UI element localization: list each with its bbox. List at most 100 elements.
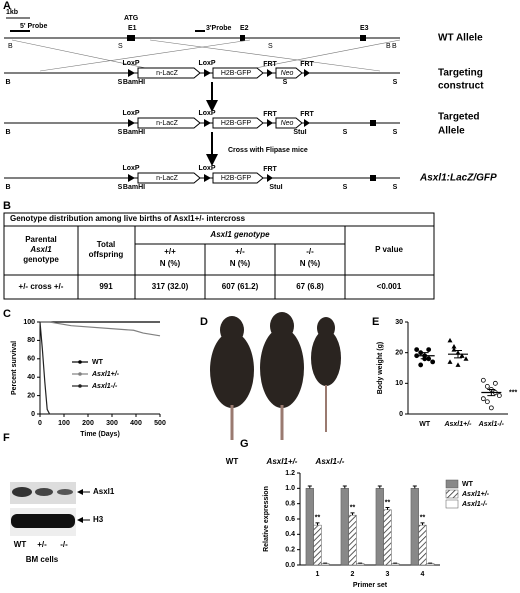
atg-label: ATG (124, 15, 139, 22)
data-point (480, 396, 486, 402)
error-bar (307, 485, 312, 489)
x-tick-label: WT (419, 421, 431, 428)
gfp (212, 117, 264, 129)
y-tick-label: 20 (395, 350, 403, 357)
subheader: N (%) (230, 259, 251, 268)
site: S (118, 43, 123, 50)
data-point (418, 362, 424, 368)
site-label: S (283, 79, 288, 86)
neo-label: Neo (281, 120, 294, 127)
exon-label: E1 (128, 25, 137, 32)
site-label: S (118, 184, 123, 191)
site-label: BamHI (123, 184, 145, 191)
x-tick-label: 0 (38, 420, 42, 427)
error-bar (454, 350, 462, 359)
y-tick-label: 80 (27, 337, 35, 344)
bar (391, 563, 400, 566)
site: S (268, 43, 273, 50)
error-bar (420, 352, 429, 360)
data-point (455, 362, 461, 367)
y-tick-label: 0 (31, 411, 35, 418)
data-point (484, 383, 490, 389)
y-tick-label: 0.8 (285, 501, 295, 508)
x-tick-label: 1 (316, 571, 320, 578)
frt-label: FRT (263, 61, 277, 68)
x-tick-label: 200 (82, 420, 94, 427)
legend-marker (78, 384, 82, 388)
scale-label: 1kb (6, 9, 18, 16)
gfp-label: H2B-GFP (221, 175, 252, 182)
error-bar (487, 388, 496, 397)
panel-b: Genotype distribution among live births … (3, 212, 435, 300)
y-tick-label: 1.0 (285, 485, 295, 492)
lacz (137, 67, 201, 79)
data-point (492, 380, 498, 386)
loxp-site (128, 119, 135, 127)
bar (410, 488, 419, 566)
error-bar (350, 512, 355, 516)
data-point (463, 356, 469, 361)
y-axis-label: Relative expression (263, 486, 270, 552)
site-label: StuI (293, 129, 306, 136)
gfp-label: H2B-GFP (221, 120, 252, 127)
lacz-label: n-LacZ (156, 175, 179, 182)
row-title: Allele (438, 126, 465, 137)
survival-line (40, 321, 161, 337)
site-label: S (343, 184, 348, 191)
panel-label: D (200, 316, 208, 328)
site: B (386, 43, 391, 50)
frt-label: FRT (263, 166, 277, 173)
cell: 67 (6.8) (296, 282, 324, 291)
header: offspring (89, 250, 124, 259)
data-point (426, 347, 432, 353)
site-label: S (118, 79, 123, 86)
y-tick-label: 0.0 (285, 562, 295, 569)
x-tick-label: Asxl1-/- (478, 421, 505, 428)
panel-label: A (3, 0, 11, 12)
lane-label: -/- (60, 540, 68, 549)
legend-marker (78, 372, 82, 376)
band-label: H3 (93, 515, 104, 524)
error-bar (315, 522, 320, 526)
panel-label: F (3, 432, 10, 444)
data-point (447, 337, 453, 343)
loxp-label: LoxP (122, 110, 139, 117)
neo (275, 67, 303, 79)
legend-label: Asxl1+/- (91, 371, 120, 378)
legend-swatch (445, 479, 459, 489)
error-bar (412, 485, 417, 489)
y-tick-label: 20 (27, 392, 35, 399)
western-blot (10, 482, 90, 536)
gfp (212, 67, 264, 79)
exon-label: E2 (240, 25, 249, 32)
loxp-label: LoxP (122, 60, 139, 67)
loxp-site (128, 69, 135, 77)
loxp-site (204, 69, 211, 77)
error-bar (385, 507, 390, 510)
error-bar (377, 485, 382, 489)
significance: ** (350, 505, 356, 512)
site-label: B (5, 79, 10, 86)
legend-label: Asxl1-/- (461, 501, 488, 508)
y-tick-label: 1.2 (285, 470, 295, 477)
x-tick-label: 500 (154, 420, 166, 427)
legend-swatch (445, 489, 459, 499)
y-tick-label: 0 (399, 411, 403, 418)
lacz-label: n-LacZ (156, 120, 179, 127)
frt-site (267, 174, 273, 182)
y-tick-label: 100 (23, 319, 35, 326)
exon (370, 120, 376, 126)
loxp-label: LoxP (198, 60, 215, 67)
x-axis-label: Time (Days) (80, 431, 120, 438)
x-tick-label: 2 (351, 571, 355, 578)
row-title: Targeting (438, 68, 483, 79)
bar (383, 509, 392, 566)
data-point (447, 359, 453, 364)
frt-site (267, 119, 273, 127)
row-title: Asxl1:LacZ/GFP (419, 173, 497, 184)
error-bar (342, 485, 347, 489)
panel-label: E (372, 316, 379, 328)
site-label: StuI (269, 184, 282, 191)
